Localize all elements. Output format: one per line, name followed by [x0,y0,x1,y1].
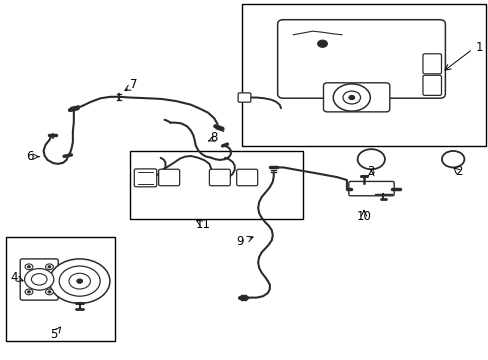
Circle shape [48,266,51,268]
Circle shape [317,40,327,47]
Circle shape [31,274,47,285]
Circle shape [49,259,110,303]
Circle shape [69,273,90,289]
Circle shape [45,289,53,295]
Text: 7: 7 [129,78,137,91]
FancyBboxPatch shape [209,169,230,186]
Circle shape [45,264,53,270]
Text: 2: 2 [454,165,462,177]
FancyBboxPatch shape [323,83,389,112]
Text: 10: 10 [356,210,371,223]
FancyBboxPatch shape [422,54,441,74]
Bar [130,151,303,220]
FancyBboxPatch shape [134,169,157,187]
Circle shape [27,266,30,268]
Text: 11: 11 [195,218,210,231]
Text: 6: 6 [26,150,34,163]
Bar [242,4,485,146]
FancyBboxPatch shape [348,181,393,196]
Circle shape [441,151,464,167]
Text: 9: 9 [236,235,243,248]
FancyBboxPatch shape [158,169,179,186]
Circle shape [27,291,30,293]
Text: 1: 1 [475,41,483,54]
Circle shape [48,291,51,293]
FancyBboxPatch shape [236,169,257,186]
Circle shape [332,84,369,111]
Circle shape [25,264,33,270]
Circle shape [59,266,100,296]
FancyBboxPatch shape [422,75,441,95]
FancyBboxPatch shape [277,20,445,98]
Circle shape [342,91,360,104]
Bar [5,237,115,341]
Circle shape [25,289,33,295]
Circle shape [24,269,54,290]
Text: 5: 5 [50,328,57,341]
Circle shape [348,95,354,100]
Text: 8: 8 [210,131,217,144]
Circle shape [357,149,384,169]
Text: 3: 3 [367,165,374,177]
FancyBboxPatch shape [238,93,250,102]
FancyBboxPatch shape [20,259,58,300]
Text: 4: 4 [10,271,18,284]
Circle shape [77,279,82,283]
